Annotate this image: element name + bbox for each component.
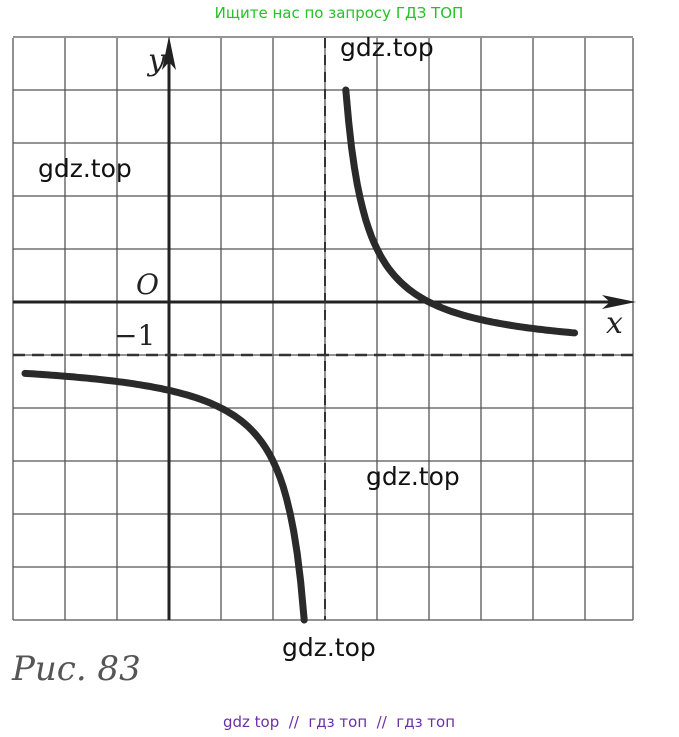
watermark: gdz.top xyxy=(340,33,434,62)
x-arrow xyxy=(602,295,636,309)
grid xyxy=(12,36,634,621)
curve-right xyxy=(342,86,579,337)
origin-label: O xyxy=(136,268,159,301)
header-title: Ищите нас по запросу ГДЗ ТОП xyxy=(215,4,464,22)
watermark: gdz.top xyxy=(282,633,376,662)
footer: gdz top // гдз топ // гдз топ xyxy=(223,713,455,731)
watermark: gdz.top xyxy=(366,462,460,491)
minus-one-label: −1 xyxy=(114,319,155,352)
caption: Рис. 83 xyxy=(11,649,141,689)
y-label: y xyxy=(146,43,166,78)
x-label: x xyxy=(606,306,623,341)
curve-left xyxy=(21,369,308,624)
y-arrow xyxy=(162,36,176,70)
watermark: gdz.top xyxy=(38,154,132,183)
